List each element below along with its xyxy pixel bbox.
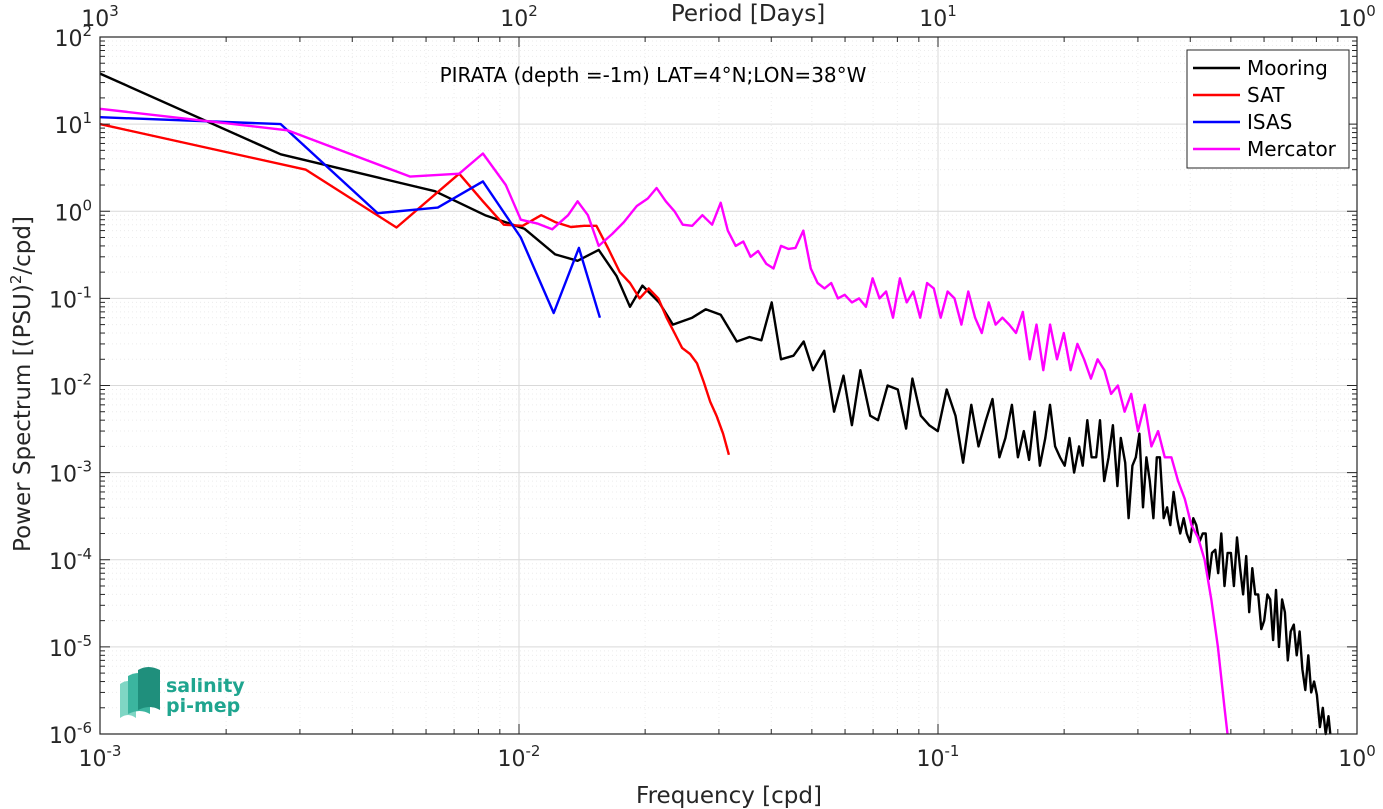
x-tick-label: 10-2	[498, 742, 541, 772]
top-axis-label: Period [Days]	[671, 1, 825, 27]
legend-label-sat: SAT	[1247, 83, 1285, 107]
top-tick-label: 103	[81, 2, 119, 32]
legend: Mooring SAT ISAS Mercator	[1186, 49, 1350, 169]
series-line-mooring	[99, 72, 1332, 736]
x-tick-label: 10-3	[79, 742, 122, 772]
x-axis-label: Frequency [cpd]	[636, 783, 822, 809]
logo-text-line1: salinity	[166, 675, 245, 697]
y-tick-label: 10-3	[49, 458, 92, 488]
x-tick-label: 10-1	[917, 742, 960, 772]
y-tick-label: 101	[54, 109, 92, 139]
y-tick-label: 10-1	[49, 283, 92, 313]
grid-lines	[99, 37, 1357, 735]
series-line-sat	[99, 122, 731, 456]
logo-wave-icon-3	[138, 667, 160, 710]
series-line-isas	[99, 116, 602, 319]
chart-title: PIRATA (depth =-1m) LAT=4°N;LON=38°W	[440, 63, 867, 87]
tick-marks	[99, 36, 1358, 735]
y-axis-label: Power Spectrum [(PSU)2/cpd]	[7, 216, 36, 552]
top-tick-label: 101	[919, 2, 957, 32]
legend-label-mercator: Mercator	[1247, 137, 1337, 161]
salinity-pi-mep-logo: salinity pi-mep	[120, 667, 245, 718]
legend-label-mooring: Mooring	[1247, 56, 1328, 80]
y-tick-label: 10-6	[49, 719, 92, 749]
x-tick-label: 100	[1338, 742, 1376, 772]
y-tick-label: 10-5	[49, 632, 92, 662]
series-layer	[99, 72, 1332, 736]
y-tick-label: 100	[54, 196, 92, 226]
logo-text-line2: pi-mep	[166, 695, 240, 717]
top-tick-label: 100	[1338, 2, 1376, 32]
series-line-mercator	[99, 107, 1229, 735]
legend-label-isas: ISAS	[1247, 110, 1292, 134]
y-tick-label: 102	[54, 22, 92, 52]
y-tick-label: 10-4	[49, 545, 92, 575]
y-tick-label: 10-2	[49, 371, 92, 401]
top-tick-label: 102	[500, 2, 538, 32]
